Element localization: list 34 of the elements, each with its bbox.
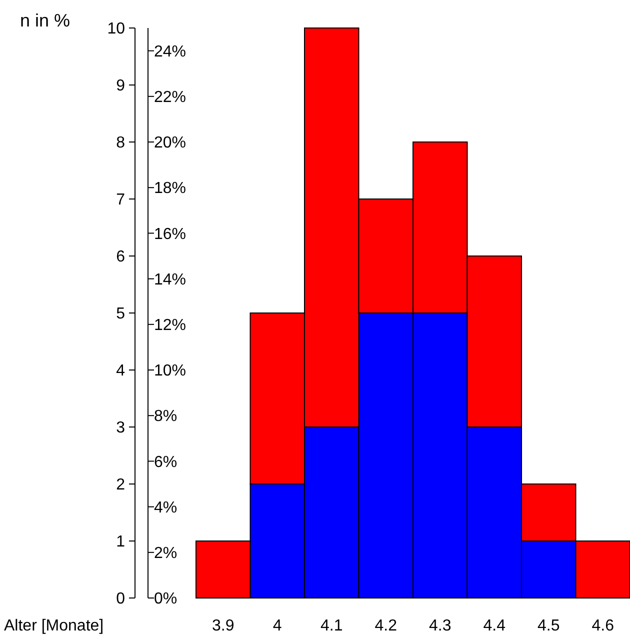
x-tick-label: 4.1 — [320, 618, 343, 635]
y-tick-label: 4 — [116, 362, 126, 380]
y-tick-label: 3 — [116, 420, 126, 437]
y-tick-label: 7 — [116, 192, 126, 209]
x-tick-label: 4.5 — [538, 618, 560, 635]
x-tick-label: 4.2 — [374, 618, 398, 635]
x-axis-title: Alter [Monate] — [4, 618, 104, 635]
y-tick-label: 1 — [116, 534, 126, 551]
x-tick-label: 4.4 — [483, 618, 506, 635]
y-tick-label: 10 — [107, 20, 126, 38]
y2-tick-label: 20% — [154, 134, 186, 152]
y2-tick-label: 18% — [154, 180, 186, 198]
y2-tick-label: 10% — [154, 362, 186, 380]
y2-tick-label: 0% — [154, 590, 178, 608]
x-tick-label: 4.6 — [592, 618, 614, 635]
y2-tick-label: 24% — [154, 43, 186, 60]
x-tick-label: 3.9 — [212, 618, 234, 635]
y2-tick-label: 2% — [154, 545, 178, 562]
y2-tick-label: 14% — [154, 271, 186, 288]
y2-tick-label: 4% — [154, 499, 178, 516]
y-tick-label: 0 — [116, 590, 126, 608]
y2-tick-label: 6% — [154, 454, 178, 471]
y2-tick-label: 22% — [154, 89, 186, 106]
y-tick-label: 6 — [116, 248, 126, 266]
y-tick-label: 5 — [116, 306, 126, 323]
y-tick-label: 2 — [116, 476, 126, 494]
y-tick-label: 8 — [116, 134, 126, 152]
y-axis-title: n in % — [20, 10, 70, 30]
y2-tick-label: 12% — [154, 317, 186, 334]
x-tick-label: 4 — [272, 618, 282, 635]
x-tick-label: 4.3 — [429, 618, 452, 635]
y-tick-label: 9 — [116, 78, 126, 95]
y2-tick-label: 16% — [154, 226, 186, 243]
y2-tick-label: 8% — [154, 408, 178, 426]
